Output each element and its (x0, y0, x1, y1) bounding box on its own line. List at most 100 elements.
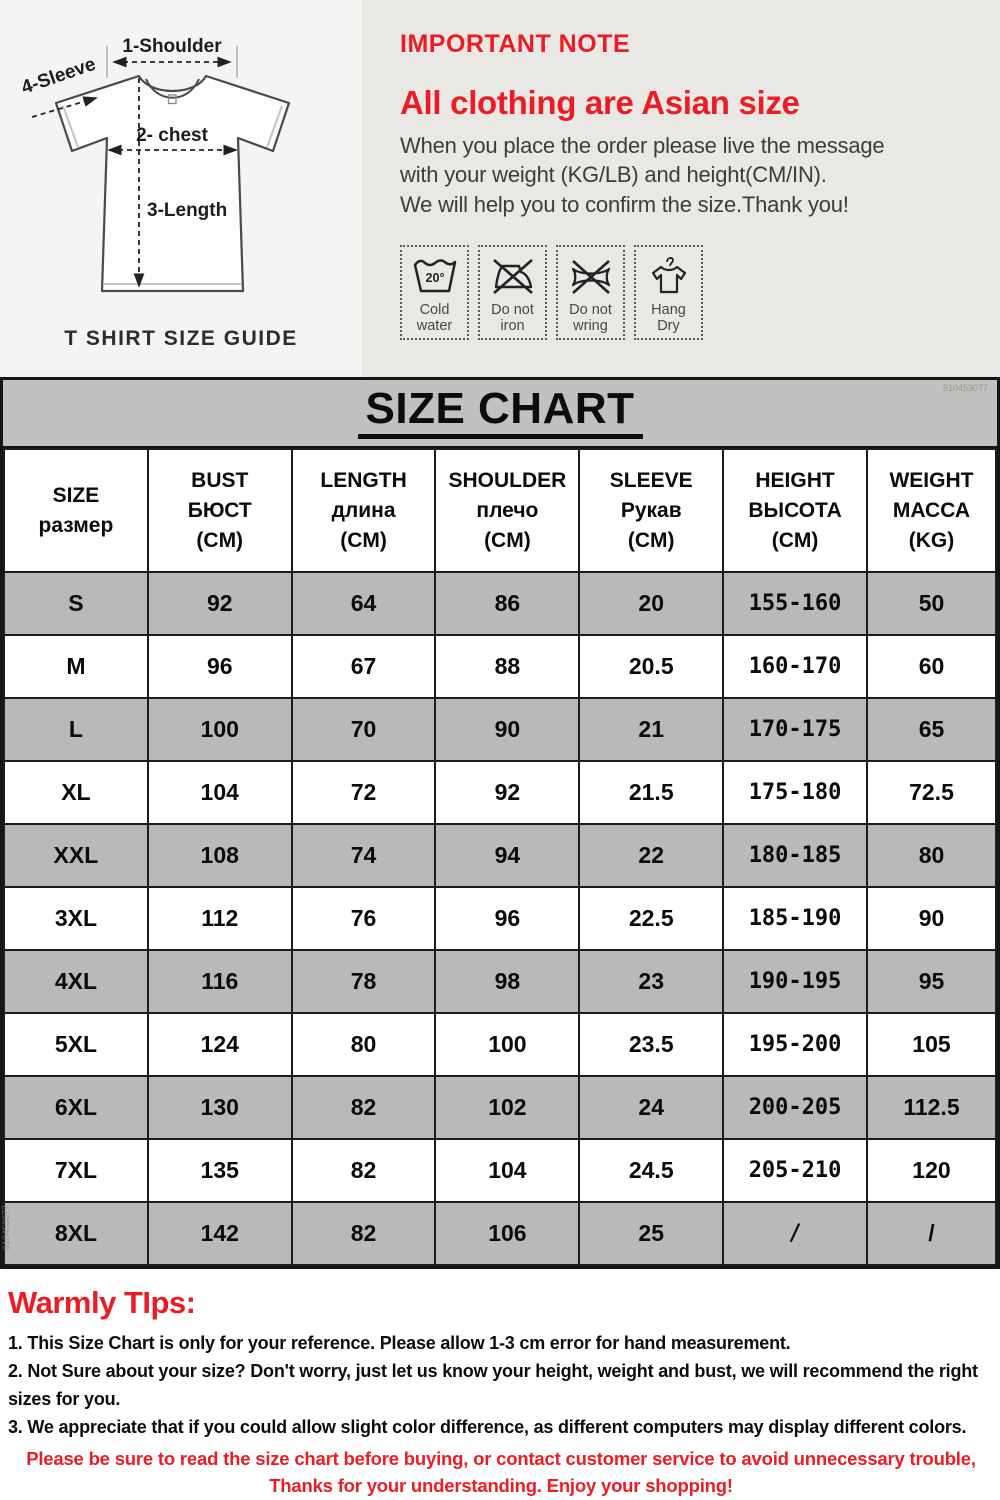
cell-5XL-size: 5XL (3, 1012, 149, 1077)
column-header-shoulder: SHOULDER плечо (CM) (434, 448, 581, 573)
size-chart-title-bar: SIZE CHART 910453077 (3, 380, 997, 448)
column-header-sleeve: SLEEVE Рукав (CM) (578, 448, 725, 573)
guide-caption: T SHIRT SIZE GUIDE (64, 327, 298, 350)
warmly-tips-section: Warmly TIps: 1. This Size Chart is only … (0, 1269, 1000, 1500)
cell-4XL-weight: 95 (865, 949, 998, 1014)
cell-XL-height: 175-180 (722, 760, 868, 825)
cell-L-length: 70 (290, 697, 437, 762)
care-box-hang-dry: Hang Dry (634, 244, 703, 340)
note-body-line: We will help you to confirm the size.Tha… (400, 191, 849, 217)
cell-S-weight: 50 (865, 571, 998, 636)
size-row-5XL: 5XL 124 80 100 23.5 195-200 105 (3, 1012, 998, 1077)
cell-XL-length: 72 (290, 760, 437, 825)
cell-3XL-size: 3XL (3, 886, 149, 951)
cell-5XL-bust: 124 (146, 1012, 293, 1077)
watermark-left: 910453077 (1, 1205, 11, 1251)
cell-S-size: S (3, 571, 149, 636)
size-row-M: M 96 67 88 20.5 160-170 60 (3, 634, 998, 699)
cell-7XL-height: 205-210 (722, 1138, 868, 1203)
column-header-weight: WEIGHT МАССА (KG) (865, 448, 998, 573)
size-table-header-row: SIZE размер BUST БЮСТ (CM) LENGTH длина (CM) SHO… (3, 448, 998, 573)
size-row-7XL: 7XL 135 82 104 24.5 205-210 120 (3, 1138, 998, 1203)
cell-XL-sleeve: 21.5 (578, 760, 725, 825)
cell-7XL-size: 7XL (3, 1138, 149, 1203)
care-label: Cold water (416, 301, 453, 334)
care-box-do-not-iron: Do not iron (478, 244, 547, 340)
cell-7XL-length: 82 (290, 1138, 437, 1203)
cell-S-bust: 92 (146, 571, 293, 636)
shoulder-label: 1-Shoulder (122, 36, 222, 57)
sleeve-measure-line (31, 96, 98, 118)
cell-L-weight: 65 (865, 697, 998, 762)
cell-XXL-length: 74 (290, 823, 437, 888)
care-box-cold-water: 20° Cold water (400, 244, 469, 340)
cell-M-weight: 60 (865, 634, 998, 699)
size-row-XXL: XXL 108 74 94 22 180-185 80 (3, 823, 998, 888)
cell-M-size: M (3, 634, 149, 699)
cell-4XL-sleeve: 23 (578, 949, 725, 1014)
tshirt-diagram: 1-Shoulder 4-Sleeve 2- chest 3-Length (19, 36, 291, 293)
cell-7XL-shoulder: 104 (434, 1138, 581, 1203)
cell-3XL-height: 185-190 (722, 886, 868, 951)
cell-XXL-size: XXL (3, 823, 149, 888)
cell-8XL-height: / (722, 1201, 868, 1266)
cell-3XL-weight: 90 (865, 886, 998, 951)
size-row-S: S 92 64 86 20 155-160 50 (3, 571, 998, 636)
tips-title: Warmly TIps: (8, 1285, 196, 1320)
care-label: Do not iron (491, 301, 534, 334)
cell-5XL-shoulder: 100 (434, 1012, 581, 1077)
cell-7XL-bust: 135 (146, 1138, 293, 1203)
size-table: SIZE размер BUST БЮСТ (CM) LENGTH длина (CM) SHO… (3, 448, 998, 1266)
size-row-L: L 100 70 90 21 170-175 65 (3, 697, 998, 762)
cell-7XL-sleeve: 24.5 (578, 1138, 725, 1203)
tips-red-note: Please be sure to read the size chart be… (8, 1445, 994, 1500)
size-chart-title: SIZE CHART (357, 387, 643, 439)
cell-5XL-height: 195-200 (722, 1012, 868, 1077)
tips-red-line: Please be sure to read the size chart be… (26, 1447, 976, 1469)
cell-8XL-bust: 142 (146, 1201, 293, 1266)
cell-8XL-length: 82 (290, 1201, 437, 1266)
cold-water-icon: 20° (413, 259, 456, 292)
important-note-panel: IMPORTANT NOTE All clothing are Asian si… (362, 0, 1000, 377)
size-row-4XL: 4XL 116 78 98 23 190-195 95 (3, 949, 998, 1014)
cell-L-shoulder: 90 (434, 697, 581, 762)
care-box-do-not-wring: Do not wring (556, 244, 625, 340)
cell-8XL-size: 8XL (3, 1201, 149, 1266)
cell-XXL-bust: 108 (146, 823, 293, 888)
size-row-3XL: 3XL 112 76 96 22.5 185-190 90 (3, 886, 998, 951)
cell-3XL-shoulder: 96 (434, 886, 581, 951)
note-body-line: with your weight (KG/LB) and height(CM/I… (400, 162, 827, 188)
note-title: IMPORTANT NOTE (400, 30, 631, 58)
cell-XL-shoulder: 92 (434, 760, 581, 825)
cell-6XL-size: 6XL (3, 1075, 149, 1140)
size-row-8XL: 8XL 142 82 106 25// (3, 1201, 998, 1266)
size-row-XL: XL 104 72 92 21.5 175-180 72.5 (3, 760, 998, 825)
cell-4XL-length: 78 (290, 949, 437, 1014)
top-section: 1-Shoulder 4-Sleeve 2- chest 3-Length T … (0, 0, 1000, 377)
cell-5XL-length: 80 (290, 1012, 437, 1077)
column-header-size: SIZE размер (3, 448, 149, 573)
column-header-height: HEIGHT ВЫСОТА (CM) (722, 448, 868, 573)
note-body-line: When you place the order please live the… (400, 133, 885, 158)
cell-7XL-weight: 120 (865, 1138, 998, 1203)
tshirt-size-guide-panel: 1-Shoulder 4-Sleeve 2- chest 3-Length T … (0, 0, 362, 377)
tips-red-line: Thanks for your understanding. Enjoy you… (269, 1475, 733, 1497)
tip-3: 3. We appreciate that if you could allow… (8, 1416, 967, 1437)
length-label: 3-Length (147, 200, 227, 221)
cell-6XL-bust: 130 (146, 1075, 293, 1140)
watermark-top-right: 910453077 (942, 383, 988, 393)
cell-3XL-sleeve: 22.5 (578, 886, 725, 951)
cell-6XL-shoulder: 102 (434, 1075, 581, 1140)
cell-XL-bust: 104 (146, 760, 293, 825)
cell-5XL-weight: 105 (865, 1012, 998, 1077)
cell-S-length: 64 (290, 571, 437, 636)
do-not-wring-icon (571, 259, 610, 294)
cell-4XL-height: 190-195 (722, 949, 868, 1014)
svg-text:20°: 20° (425, 271, 444, 285)
care-label: Do not wring (569, 301, 612, 334)
cell-8XL-sleeve: 25 (578, 1201, 725, 1266)
cell-XXL-weight: 80 (865, 823, 998, 888)
cell-L-height: 170-175 (722, 697, 868, 762)
cell-4XL-shoulder: 98 (434, 949, 581, 1014)
